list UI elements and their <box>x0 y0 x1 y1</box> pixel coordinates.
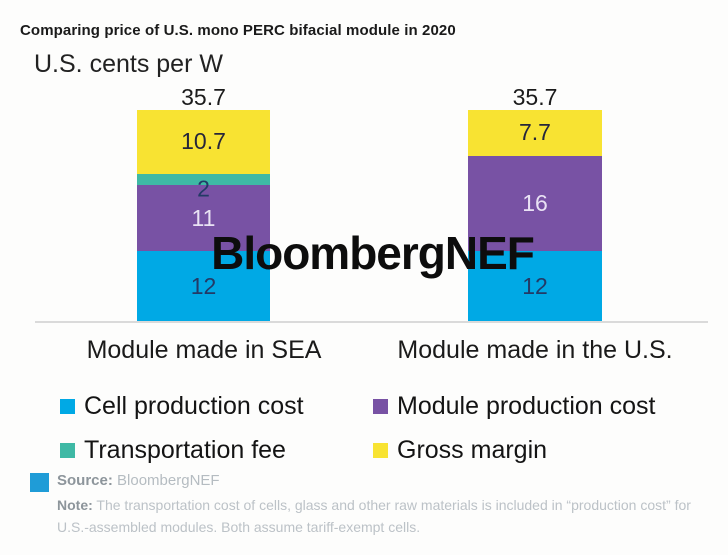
segment-value-label: 11 <box>191 204 216 231</box>
bar-segment: 2 <box>137 173 270 200</box>
source-line: Source: BloombergNEF <box>57 470 705 491</box>
segment-value-label: 12 <box>190 272 217 299</box>
note-line: Note: The transportation cost of cells, … <box>57 494 705 538</box>
segment-value-label: 12 <box>522 272 548 299</box>
bar-segment: 16 <box>468 155 602 251</box>
legend-label: Cell production cost <box>84 392 304 420</box>
bar-segment: 10.7 <box>137 110 270 174</box>
footer: Source: BloombergNEF Note: The transport… <box>57 470 705 538</box>
source-label: Source: <box>57 472 113 489</box>
bar-stack: 12 11 2 10.7 <box>137 110 270 322</box>
legend-swatch-icon <box>373 399 388 414</box>
segment-value-label: 7.7 <box>519 119 551 146</box>
bar-segment: 12 <box>468 250 602 322</box>
legend-swatch-icon <box>60 443 75 458</box>
segment-value-label: 10.7 <box>181 128 226 155</box>
bar-column-us: 35.7 12 16 7.7 <box>468 84 602 322</box>
bar-stack: 12 16 7.7 <box>468 110 602 322</box>
y-axis-unit-label: U.S. cents per W <box>34 50 223 78</box>
legend-label: Gross margin <box>397 436 548 464</box>
chart-title: Comparing price of U.S. mono PERC bifaci… <box>20 22 456 39</box>
bar-total-label: 35.7 <box>512 84 558 110</box>
source-value: BloombergNEF <box>117 472 220 489</box>
bar-segment: 7.7 <box>468 110 602 156</box>
segment-value-label: 16 <box>522 189 548 216</box>
bar-segment: 11 <box>137 185 270 251</box>
legend-label: Transportation fee <box>84 436 286 464</box>
legend: Cell production cost Module production co… <box>60 392 690 465</box>
x-axis-baseline <box>35 321 708 323</box>
segment-value-label: 2 <box>197 175 210 202</box>
bar-segment: 12 <box>137 250 270 322</box>
legend-item: Transportation fee <box>60 436 373 465</box>
legend-item: Module production cost <box>373 392 690 421</box>
bar-total-label: 35.7 <box>181 84 226 110</box>
category-label-us: Module made in the U.S. <box>397 336 673 364</box>
note-text: The transportation cost of cells, glass … <box>57 497 691 535</box>
legend-item: Cell production cost <box>60 392 373 421</box>
legend-swatch-icon <box>373 443 388 458</box>
legend-swatch-icon <box>60 399 75 414</box>
legend-label: Module production cost <box>397 392 656 420</box>
category-label-sea: Module made in SEA <box>86 336 322 364</box>
bloombergnef-watermark: BloombergNEF <box>211 227 535 279</box>
note-label: Note: <box>57 497 93 513</box>
legend-item: Gross margin <box>373 436 690 465</box>
bar-column-sea: 35.7 12 11 2 10.7 <box>137 84 270 322</box>
footer-bullet-icon <box>30 473 49 492</box>
